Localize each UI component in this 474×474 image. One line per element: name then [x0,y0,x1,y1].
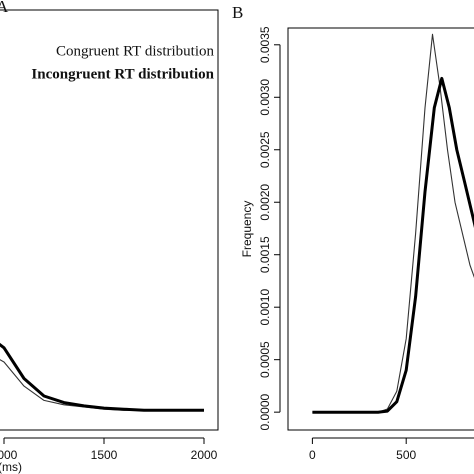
y-tick-label: 0.0025 [258,131,272,168]
plot-area [0,342,204,412]
legend-entry: Congruent RT distribution [56,43,214,59]
x-axis-label: (ms) [0,460,22,474]
y-tick-label: 0.0005 [258,341,272,378]
y-tick-label: 0.0010 [258,289,272,326]
x-tick-label: 500 [396,448,416,462]
y-tick-label: 0.0000 [258,393,272,430]
panel-label: A [0,0,9,16]
x-tick-label: 1500 [91,448,118,462]
line-series [312,76,474,414]
x-tick-label: 0 [309,448,316,462]
legend-entry: Incongruent RT distribution [31,66,214,82]
x-tick-label: 2000 [191,448,218,462]
line-series [312,33,474,413]
panel-label: B [232,3,243,22]
plot-area [312,33,474,414]
y-tick-label: 0.0035 [258,26,272,63]
y-tick-label: 0.0020 [258,184,272,221]
y-tick-label: 0.0030 [258,79,272,116]
line-series [0,342,204,412]
y-axis-label: Frequency [240,201,254,258]
y-tick-label: 0.0015 [258,236,272,273]
x-tick-label: 1000 [0,448,18,462]
plot-frame [0,9,219,431]
plot-frame [287,27,474,431]
